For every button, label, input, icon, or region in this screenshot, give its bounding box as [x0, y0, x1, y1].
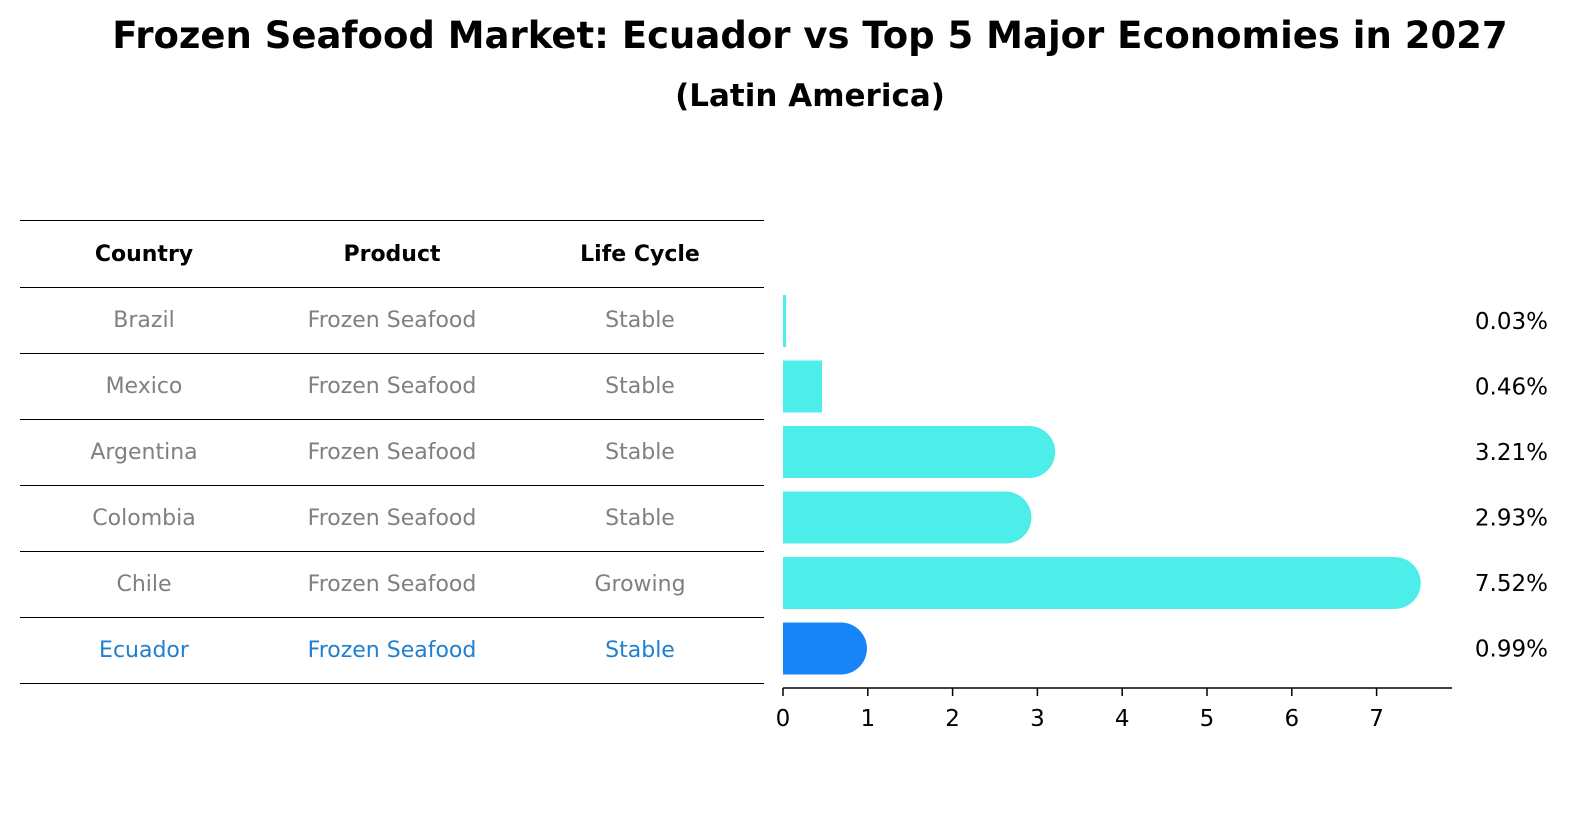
country-cell: Brazil	[113, 308, 175, 333]
x-tick-label: 6	[1284, 706, 1299, 732]
x-tick-label: 0	[776, 706, 791, 732]
table-rule	[20, 220, 764, 221]
country-cell: Chile	[116, 572, 172, 597]
value-label-argentina: 3.21%	[1475, 440, 1548, 466]
country-cell: Argentina	[90, 440, 198, 465]
table-rule	[20, 419, 764, 420]
bar-ecuador	[783, 622, 867, 675]
table-rule	[20, 287, 764, 288]
bar-colombia	[783, 491, 1032, 544]
x-tick-label: 3	[1030, 706, 1045, 732]
table-rule	[20, 551, 764, 552]
product-cell: Frozen Seafood	[307, 638, 477, 663]
table-row: Brazil Frozen Seafood Stable	[20, 288, 764, 353]
table-row: Argentina Frozen Seafood Stable	[20, 420, 764, 485]
table-row-highlighted: Ecuador Frozen Seafood Stable	[20, 618, 764, 683]
value-label-colombia: 2.93%	[1475, 506, 1548, 532]
life-cycle-cell: Stable	[605, 308, 675, 333]
bar-brazil	[783, 295, 786, 347]
country-cell: Colombia	[92, 506, 196, 531]
x-tick-label: 1	[860, 706, 875, 732]
data-table: Country Product Life Cycle Brazil Frozen…	[20, 220, 764, 684]
product-cell: Frozen Seafood	[307, 308, 477, 333]
bar-mexico	[783, 360, 823, 413]
table-rule	[20, 353, 764, 354]
x-tick-label: 7	[1369, 706, 1384, 732]
x-tick-label: 2	[945, 706, 960, 732]
country-cell: Ecuador	[99, 638, 189, 663]
x-tick-label: 4	[1115, 706, 1130, 732]
table-row: Colombia Frozen Seafood Stable	[20, 486, 764, 551]
product-cell: Frozen Seafood	[307, 506, 477, 531]
country-cell: Mexico	[105, 374, 183, 399]
chart-subtitle: (Latin America)	[675, 78, 945, 114]
chart-title: Frozen Seafood Market: Ecuador vs Top 5 …	[112, 14, 1508, 57]
table-row: Chile Frozen Seafood Growing	[20, 552, 764, 617]
column-header-life-cycle: Life Cycle	[580, 241, 700, 267]
table-rule	[20, 617, 764, 618]
table-rule	[20, 683, 764, 684]
life-cycle-cell: Stable	[605, 374, 675, 399]
life-cycle-cell: Growing	[594, 572, 686, 597]
x-tick-label: 5	[1200, 706, 1215, 732]
value-label-brazil: 0.03%	[1475, 309, 1548, 335]
value-label-mexico: 0.46%	[1475, 375, 1548, 401]
product-cell: Frozen Seafood	[307, 440, 477, 465]
product-cell: Frozen Seafood	[307, 374, 477, 399]
product-cell: Frozen Seafood	[307, 572, 477, 597]
life-cycle-cell: Stable	[605, 440, 675, 465]
bar-chile	[783, 557, 1421, 609]
table-row: Mexico Frozen Seafood Stable	[20, 354, 764, 419]
bar-argentina	[783, 426, 1056, 478]
column-header-product: Product	[343, 241, 441, 267]
table-header: Country Product Life Cycle	[20, 221, 764, 287]
table-rule	[20, 485, 764, 486]
column-header-country: Country	[94, 241, 194, 267]
value-label-ecuador: 0.99%	[1475, 637, 1548, 663]
life-cycle-cell: Stable	[605, 506, 675, 531]
value-label-chile: 7.52%	[1475, 571, 1548, 597]
life-cycle-cell: Stable	[605, 638, 675, 663]
